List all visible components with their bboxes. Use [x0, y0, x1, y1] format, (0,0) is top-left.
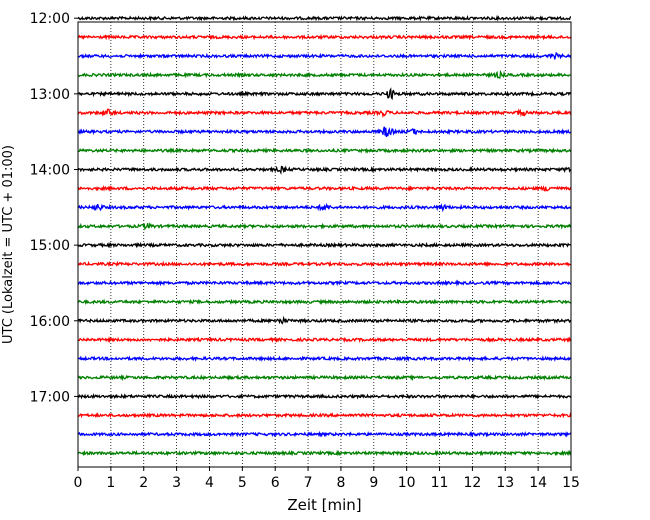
trace-14-00 — [77, 165, 572, 175]
x-axis-label: Zeit [min] — [287, 496, 361, 514]
x-tick-label: 12 — [463, 475, 481, 491]
trace-15-00 — [77, 241, 572, 249]
trace-15-45 — [77, 298, 572, 306]
x-tick-label: 3 — [172, 475, 181, 491]
x-tick-label: 7 — [304, 475, 313, 491]
y-tick-label: 13:00 — [30, 87, 70, 103]
trace-14-30 — [77, 202, 572, 213]
x-tick-label: 1 — [106, 475, 115, 491]
y-axis-ticks: 12:00 13:00 14:00 15:00 16:00 17:00 — [30, 11, 78, 405]
trace-17-45 — [77, 449, 572, 457]
trace-14-15 — [77, 184, 572, 192]
plot-frame — [77, 21, 572, 468]
trace-17-30 — [77, 430, 572, 438]
x-tick-label: 6 — [271, 475, 280, 491]
x-tick-label: 14 — [529, 475, 547, 491]
y-tick-label: 17:00 — [30, 389, 70, 405]
trace-13-00 — [77, 87, 572, 101]
x-tick-label: 11 — [431, 475, 449, 491]
y-tick-label: 15:00 — [30, 238, 70, 254]
x-tick-label: 13 — [496, 475, 514, 491]
x-tick-label: 15 — [562, 475, 580, 491]
x-axis-ticks: 0 1 2 3 4 5 6 7 8 9 10 11 12 13 14 15 — [74, 467, 580, 491]
trace-17-00 — [77, 393, 572, 400]
trace-16-30 — [77, 355, 572, 363]
trace-16-15 — [77, 336, 572, 344]
trace-15-30 — [77, 279, 572, 287]
trace-16-45 — [77, 373, 572, 382]
x-tick-label: 0 — [74, 475, 83, 491]
trace-13-30 — [77, 126, 572, 138]
trace-13-45 — [77, 147, 572, 155]
x-tick-label: 2 — [139, 475, 148, 491]
x-tick-label: 10 — [398, 475, 416, 491]
trace-16-00 — [77, 315, 572, 325]
y-tick-label: 12:00 — [30, 11, 70, 27]
trace-12-15 — [77, 33, 572, 41]
trace-13-15 — [77, 108, 572, 119]
y-tick-label: 14:00 — [30, 162, 70, 178]
y-axis-label: UTC (Lokalzeit = UTC + 01:00) — [1, 145, 16, 344]
trace-12-00 — [77, 14, 572, 22]
x-tick-label: 9 — [369, 475, 378, 491]
x-tick-label: 8 — [336, 475, 345, 491]
x-tick-label: 5 — [238, 475, 247, 491]
trace-12-30 — [77, 52, 572, 60]
seismic-traces — [77, 14, 572, 457]
y-tick-label: 16:00 — [30, 314, 70, 330]
trace-12-45 — [77, 69, 572, 79]
x-tick-label: 4 — [205, 475, 214, 491]
trace-17-15 — [77, 412, 572, 419]
trace-15-15 — [77, 260, 572, 268]
trace-14-45 — [77, 222, 572, 231]
